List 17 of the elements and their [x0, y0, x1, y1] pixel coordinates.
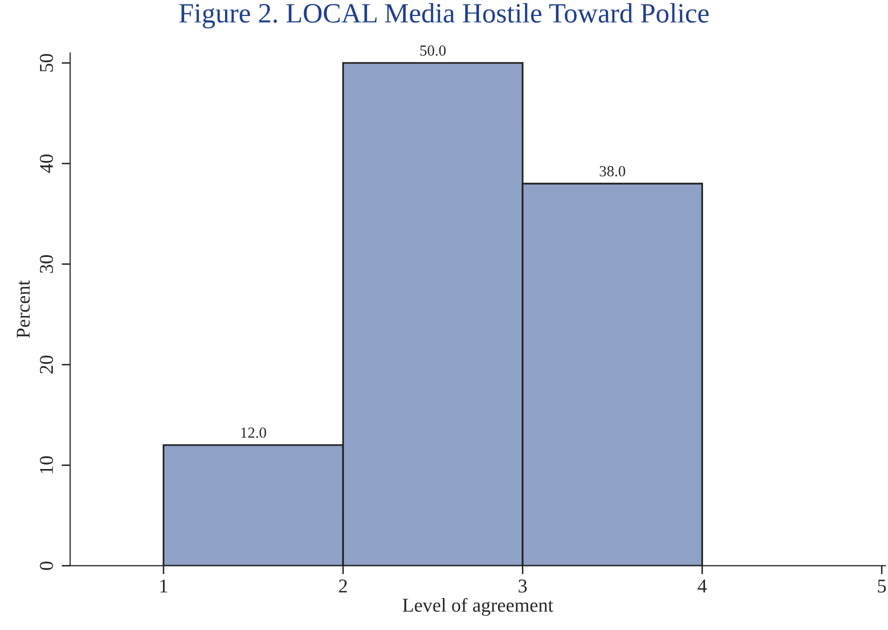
y-tick-label: 0: [40, 562, 54, 570]
x-tick-label: 3: [518, 580, 527, 593]
x-tick-label: 1: [160, 580, 168, 592]
x-axis-title: Level of agreement: [402, 598, 554, 616]
y-tick-label: 10: [40, 456, 54, 474]
data-label: 50.0: [420, 45, 446, 56]
y-tick-label: 20: [40, 356, 54, 374]
data-label: 12.0: [241, 427, 266, 438]
y-tick-label: 40: [40, 154, 54, 173]
x-tick-label: 5: [878, 580, 886, 593]
data-label: 38.0: [600, 166, 626, 176]
y-tick-label: 50: [40, 54, 54, 72]
y-tick-label: 30: [40, 255, 54, 273]
chart-title: Figure 2. LOCAL Media Hostile Toward Police: [179, 3, 709, 28]
x-tick-label: 2: [339, 580, 347, 592]
y-axis-title: Percent: [16, 280, 30, 338]
x-tick-label: 4: [698, 580, 707, 592]
